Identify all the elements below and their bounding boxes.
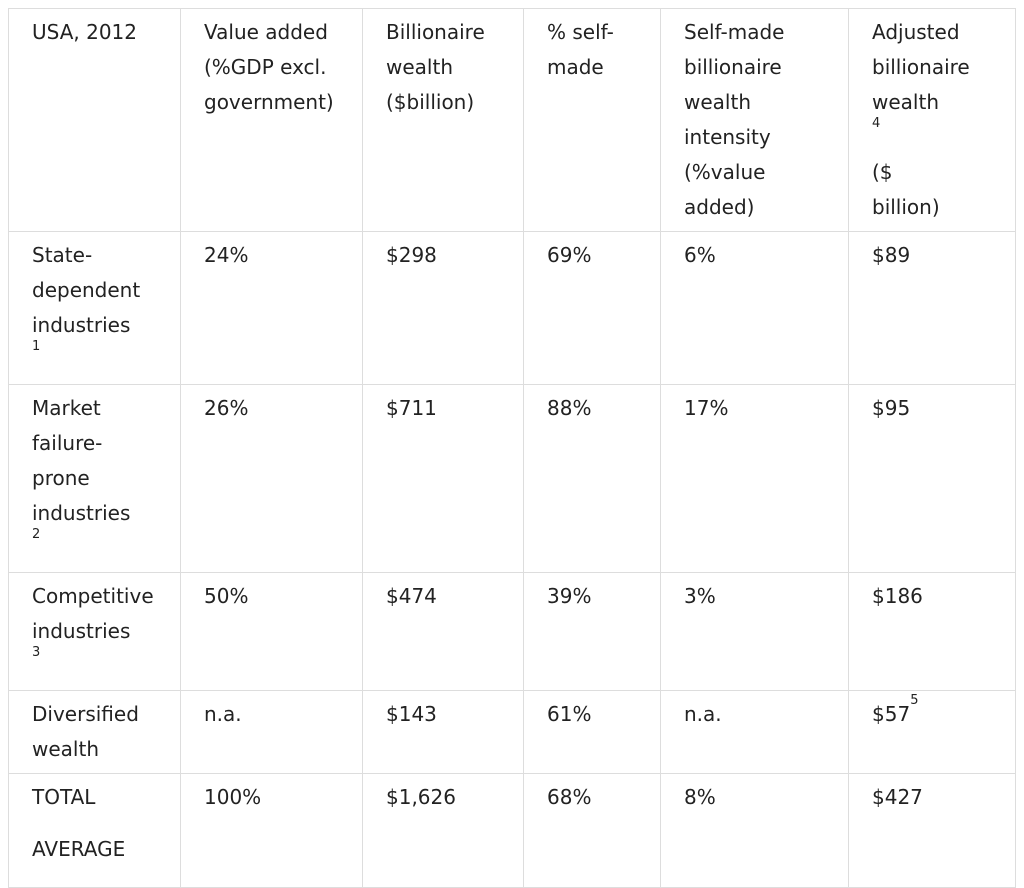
header-row: USA, 2012 Value added (%GDP excl. govern… bbox=[8, 8, 1016, 232]
cell-value-added: 26% bbox=[180, 384, 363, 573]
cell-self-made: 69% bbox=[523, 231, 661, 385]
cell-billionaire-wealth: $474 bbox=[362, 572, 524, 691]
cell-intensity: 3% bbox=[660, 572, 849, 691]
header-cell-intensity: Self-made billionaire wealth intensity (… bbox=[660, 8, 849, 232]
table-row: Competitive industries 3 50% $474 39% 3% … bbox=[8, 572, 1016, 691]
footnote-marker: 2 bbox=[32, 527, 41, 542]
row-label: TOTAL AVERAGE bbox=[8, 773, 181, 888]
row-label: Diversified wealth bbox=[8, 690, 181, 774]
row-label: Competitive industries 3 bbox=[8, 572, 181, 691]
cell-intensity: 6% bbox=[660, 231, 849, 385]
footnote-marker: 3 bbox=[32, 645, 41, 660]
cell-self-made: 68% bbox=[523, 773, 661, 888]
cell-self-made: 88% bbox=[523, 384, 661, 573]
total-row: TOTAL AVERAGE 100% $1,626 68% 8% $427 bbox=[8, 773, 1016, 888]
cell-billionaire-wealth: $1,626 bbox=[362, 773, 524, 888]
table-row: Diversified wealth n.a. $143 61% n.a. $5… bbox=[8, 690, 1016, 774]
average-label: AVERAGE bbox=[32, 837, 126, 861]
header-cell-adjusted-wealth: Adjusted billionaire wealth 4 ($ billion) bbox=[848, 8, 1016, 232]
cell-value-added: 24% bbox=[180, 231, 363, 385]
billionaire-wealth-table: USA, 2012 Value added (%GDP excl. govern… bbox=[8, 8, 1016, 888]
row-label: Market failure- prone industries 2 bbox=[8, 384, 181, 573]
cell-intensity: 8% bbox=[660, 773, 849, 888]
cell-billionaire-wealth: $143 bbox=[362, 690, 524, 774]
cell-value-added: 100% bbox=[180, 773, 363, 888]
cell-adjusted-wealth: $186 bbox=[848, 572, 1016, 691]
table-row: Market failure- prone industries 2 26% $7… bbox=[8, 384, 1016, 573]
cell-billionaire-wealth: $711 bbox=[362, 384, 524, 573]
total-label: TOTAL bbox=[32, 785, 96, 809]
cell-intensity: 17% bbox=[660, 384, 849, 573]
footnote-marker: 5 bbox=[910, 693, 919, 708]
cell-value-added: n.a. bbox=[180, 690, 363, 774]
cell-value-added: 50% bbox=[180, 572, 363, 691]
cell-self-made: 61% bbox=[523, 690, 661, 774]
cell-adjusted-wealth: $89 bbox=[848, 231, 1016, 385]
cell-self-made: 39% bbox=[523, 572, 661, 691]
footnote-marker: 1 bbox=[32, 339, 41, 354]
header-cell-self-made: % self- made bbox=[523, 8, 661, 232]
header-cell-country-year: USA, 2012 bbox=[8, 8, 181, 232]
cell-adjusted-wealth: $427 bbox=[848, 773, 1016, 888]
cell-adjusted-wealth: $95 bbox=[848, 384, 1016, 573]
cell-billionaire-wealth: $298 bbox=[362, 231, 524, 385]
header-cell-value-added: Value added (%GDP excl. government) bbox=[180, 8, 363, 232]
table-row: State- dependent industries 1 24% $298 69… bbox=[8, 231, 1016, 385]
row-label: State- dependent industries 1 bbox=[8, 231, 181, 385]
cell-adjusted-wealth: $575 bbox=[848, 690, 1016, 774]
header-cell-billionaire-wealth: Billionaire wealth ($billion) bbox=[362, 8, 524, 232]
footnote-marker: 4 bbox=[872, 116, 881, 131]
cell-intensity: n.a. bbox=[660, 690, 849, 774]
